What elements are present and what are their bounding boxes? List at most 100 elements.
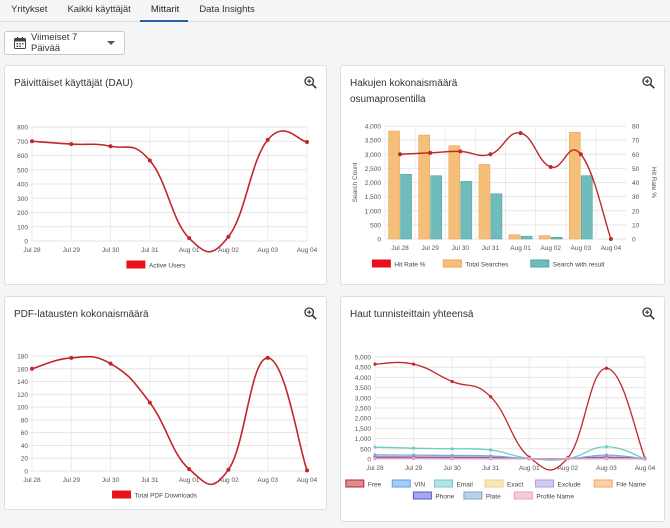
y-tick-label: 3,000	[365, 152, 382, 159]
pdf-line-chart: 0 20 40 60 80 100 120 140 160 180 Jul 28 Jul 29 Jul …	[17, 354, 318, 500]
y-tick-label: 20	[21, 456, 29, 463]
legend-swatch	[442, 259, 462, 268]
tab-data-insights[interactable]: Data Insights	[199, 4, 255, 15]
series-line	[31, 130, 308, 253]
x-tick-label: Aug 02	[558, 465, 579, 472]
y2-tick-label: 40	[632, 180, 640, 187]
bar	[581, 175, 593, 240]
calendar-icon	[14, 37, 26, 49]
y2-tick-label: 60	[632, 152, 640, 159]
data-point	[373, 362, 377, 366]
zoom-in-icon[interactable]	[304, 307, 317, 320]
searches-chart-card: Hakujen kokonaismäärä osumaprosentilla 0…	[340, 65, 665, 285]
x-tick-label: Aug 01	[519, 465, 540, 472]
y-tick-label: 2,000	[365, 180, 382, 187]
y2-tick-label: 80	[632, 124, 640, 131]
legend-swatch	[412, 491, 432, 500]
x-tick-label: Jul 28	[391, 245, 409, 252]
y-tick-label: 2,500	[365, 166, 382, 173]
y-tick-label: 1,500	[355, 426, 372, 433]
y-tick-label: 200	[17, 210, 28, 217]
y-tick-label: 400	[17, 182, 28, 189]
y-tick-label: 4,500	[355, 365, 372, 372]
x-tick-label: Jul 29	[63, 477, 81, 484]
y2-tick-label: 50	[632, 166, 640, 173]
x-tick-label: Jul 31	[482, 245, 500, 252]
data-point	[226, 234, 231, 239]
y2-tick-label: 0	[632, 237, 636, 244]
y2-tick-label: 20	[632, 208, 640, 215]
legend-label: Free	[368, 482, 382, 489]
bar	[569, 131, 581, 240]
y-tick-label: 5,000	[355, 355, 372, 362]
x-tick-label: Aug 01	[179, 247, 200, 254]
tab-yritykset[interactable]: Yritykset	[11, 4, 48, 15]
searches-combo-chart: 0 0 500 10 1,000 20 1,500 30 2,000 40 2,500 50 3,000…	[352, 124, 657, 269]
data-point	[411, 453, 416, 457]
data-point	[450, 453, 454, 458]
data-point	[578, 152, 583, 157]
legend-swatch	[371, 259, 391, 268]
data-point	[518, 131, 523, 136]
date-range-select[interactable]: Viimeiset 7 Päivää	[4, 31, 125, 55]
data-point	[305, 468, 309, 473]
data-point	[373, 453, 377, 457]
y-tick-label: 500	[17, 167, 28, 174]
legend-swatch	[484, 479, 504, 488]
searches-title-line-2: osumaprosentilla	[350, 94, 426, 105]
tab-kaikki-kayttajat[interactable]: Kaikki käyttäjät	[67, 4, 131, 15]
x-tick-label: Aug 02	[218, 477, 239, 484]
x-tick-label: Jul 29	[405, 465, 423, 472]
data-point	[604, 453, 609, 457]
legend-swatch	[434, 479, 454, 488]
legend-label: Exact	[507, 482, 523, 489]
legend-swatch	[535, 479, 555, 488]
tab-mittarit[interactable]: Mittarit	[139, 0, 189, 22]
data-point	[30, 139, 34, 144]
data-point	[608, 237, 613, 241]
data-point	[604, 456, 609, 460]
data-point	[489, 395, 493, 399]
data-point	[373, 445, 377, 449]
y-tick-label: 500	[360, 446, 371, 453]
data-point	[450, 379, 454, 384]
y-tick-label: 120	[17, 392, 28, 399]
data-point	[411, 446, 416, 450]
bar	[490, 193, 503, 240]
legend-label: Active Users	[149, 263, 186, 270]
data-point	[147, 400, 152, 405]
legend-label: VIN	[414, 482, 425, 489]
legend-label: File Name	[616, 482, 646, 489]
zoom-in-icon[interactable]	[642, 76, 655, 89]
y-tick-label: 300	[17, 196, 28, 203]
y-tick-label: 80	[21, 417, 29, 424]
legend-label: Total PDF Downloads	[135, 493, 198, 500]
y-tick-label: 3,500	[355, 385, 372, 392]
y-tick-label: 700	[17, 139, 28, 146]
data-point	[411, 362, 416, 366]
legend-label: Hit Rate %	[394, 262, 425, 269]
y-tick-label: 0	[24, 239, 28, 246]
zoom-in-icon[interactable]	[642, 307, 655, 320]
data-point	[108, 144, 113, 149]
y-tick-label: 3,000	[355, 395, 372, 402]
y2-axis-label: Hit Rate %	[650, 167, 657, 198]
chevron-down-icon	[107, 41, 115, 45]
y-tick-label: 1,500	[365, 194, 382, 201]
x-tick-label: Jul 31	[482, 465, 500, 472]
x-tick-label: Jul 31	[141, 477, 159, 484]
legend-swatch	[530, 259, 550, 268]
data-point	[30, 366, 34, 371]
pdf-chart-card: PDF-latausten kokonaismäärä 0 20 40 60 80 100…	[4, 296, 327, 510]
y-tick-label: 40	[21, 443, 29, 450]
y-tick-label: 100	[17, 405, 28, 412]
identifier-line-chart: 0 500 1,000 1,500 2,000 2,500 3,000 3,500 4,000 4…	[345, 355, 656, 501]
identifier-chart-card: Haut tunnisteittain yhteensä 0 500 1,000 1,…	[340, 296, 665, 522]
x-tick-label: Aug 02	[218, 247, 239, 254]
legend-label: Profile Name	[536, 494, 574, 501]
data-point	[489, 448, 493, 452]
bar	[538, 235, 551, 240]
y2-tick-label: 30	[632, 194, 640, 201]
legend-label: Total Searches	[465, 262, 509, 269]
zoom-in-icon[interactable]	[304, 76, 317, 89]
